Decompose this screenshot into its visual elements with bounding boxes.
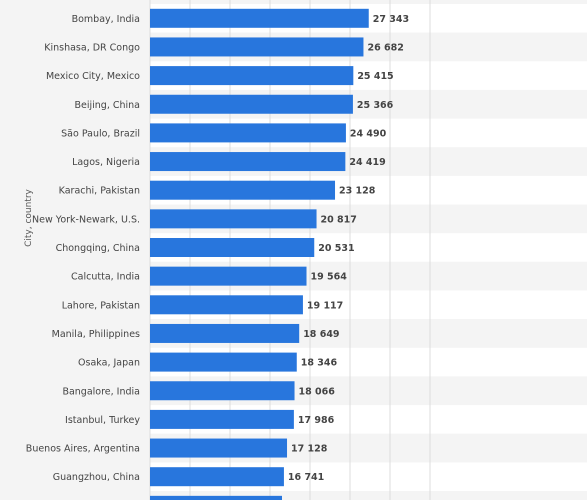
value-label: 17 986 — [298, 415, 335, 426]
category-labels: Bombay, India Kinshasa, DR Congo Mexico Ci… — [26, 14, 141, 483]
category-label: Guangzhou, China — [53, 472, 140, 483]
value-label: 16 741 — [288, 472, 324, 483]
bar — [150, 180, 336, 200]
category-label: São Paulo, Brazil — [61, 128, 140, 139]
category-label: Calcutta, India — [71, 272, 140, 283]
value-label: 20 817 — [321, 214, 357, 225]
value-label: 27 343 — [373, 14, 409, 25]
bar — [150, 295, 303, 315]
bar — [150, 152, 346, 172]
value-label: 25 366 — [357, 100, 394, 111]
category-label: Bangalore, India — [62, 386, 140, 397]
category-label: Buenos Aires, Argentina — [26, 444, 140, 455]
value-label: 24 419 — [349, 157, 385, 168]
category-label: New York-Newark, U.S. — [32, 214, 140, 225]
value-label: 24 490 — [350, 128, 387, 139]
category-label: Lahore, Pakistan — [62, 300, 140, 311]
bar — [150, 123, 346, 143]
bar — [150, 209, 317, 229]
bar — [150, 8, 369, 28]
value-label: 26 682 — [367, 42, 403, 53]
category-label: Kinshasa, DR Congo — [44, 42, 140, 53]
category-label: Mexico City, Mexico — [46, 71, 140, 82]
bar — [150, 495, 282, 500]
value-label: 19 117 — [307, 300, 343, 311]
bar — [150, 352, 297, 372]
category-label: Lagos, Nigeria — [72, 157, 140, 168]
value-label: 17 128 — [291, 444, 328, 455]
category-label: Beijing, China — [74, 100, 140, 111]
bar — [150, 66, 354, 86]
value-label: 18 649 — [303, 329, 339, 340]
value-label: 18 346 — [301, 358, 338, 369]
value-labels: 27 343 26 682 25 415 25 366 24 490 24 419 23 1… — [288, 14, 409, 483]
category-label: Osaka, Japan — [78, 358, 140, 369]
category-label: Istanbul, Turkey — [65, 415, 140, 426]
value-label: 23 128 — [339, 186, 376, 197]
category-label: Chongqing, China — [56, 243, 140, 254]
bar — [150, 467, 284, 487]
bars — [150, 8, 369, 500]
value-label: 19 564 — [311, 272, 348, 283]
value-label: 25 415 — [357, 71, 393, 82]
bar — [150, 37, 364, 57]
bar — [150, 438, 288, 458]
category-label: Manila, Philippines — [52, 329, 140, 340]
value-label: 18 066 — [299, 386, 336, 397]
y-axis-title: City, country — [24, 188, 34, 246]
bar — [150, 381, 295, 401]
category-label: Bombay, India — [72, 14, 140, 25]
bar — [150, 266, 307, 286]
value-label: 20 531 — [318, 243, 354, 254]
row-band — [150, 491, 587, 500]
bar — [150, 409, 294, 429]
bar — [150, 238, 315, 257]
category-label: Karachi, Pakistan — [59, 186, 140, 197]
bar — [150, 94, 353, 114]
bar — [150, 323, 300, 343]
